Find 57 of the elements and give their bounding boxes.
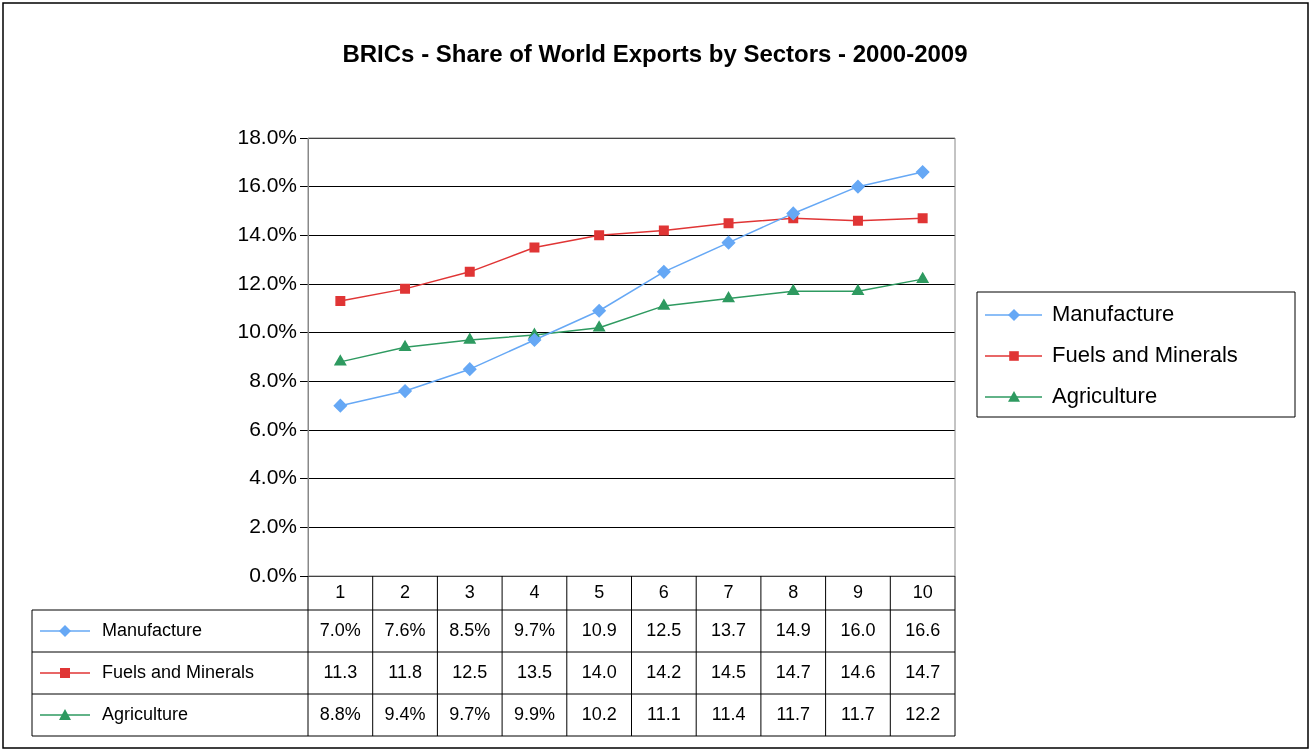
data-label: 8.8% (319, 703, 361, 724)
x-tick-label: 2 (400, 581, 411, 602)
data-label: 9.9% (513, 703, 555, 724)
data-label: 8.5% (449, 619, 491, 640)
data-label: 14.0 (581, 661, 617, 682)
data-label: 14.6 (840, 661, 876, 682)
data-label: 7.0% (319, 619, 361, 640)
y-tick-label: 14.0% (237, 222, 297, 246)
text: Manufacture (102, 619, 203, 640)
data-label: 12.5 (646, 619, 682, 640)
x-tick-label: 5 (594, 581, 605, 602)
y-tick-label: 2.0% (249, 514, 297, 538)
data-label: 11.3 (323, 661, 358, 682)
data-label: 7.6% (384, 619, 426, 640)
legend-label: Fuels and Minerals (1052, 342, 1238, 368)
data-label: 14.9 (775, 619, 811, 640)
data-label: 16.6 (905, 619, 941, 640)
data-label: 16.0 (840, 619, 876, 640)
data-label: 14.7 (905, 661, 941, 682)
legend-label: Agriculture (1052, 383, 1158, 409)
data-label: 11.7 (776, 703, 811, 724)
x-tick-label: 6 (658, 581, 669, 602)
x-tick-label: 7 (723, 581, 734, 602)
x-tick-label: 9 (852, 581, 863, 602)
x-tick-label: 1 (335, 581, 346, 602)
legend-label: Manufacture (1052, 301, 1175, 327)
data-label: 11.1 (647, 703, 681, 724)
chart-title: BRICs - Share of World Exports by Sectors - 2000-2009 (342, 39, 968, 67)
y-tick-label: 6.0% (249, 416, 297, 440)
data-label: 11.7 (841, 703, 875, 724)
data-label: 11.4 (711, 703, 746, 724)
text: Agriculture (102, 703, 189, 724)
data-label: 10.2 (581, 703, 617, 724)
data-label: 14.5 (711, 661, 747, 682)
text: Fuels and Minerals (102, 661, 255, 682)
y-tick-label: 16.0% (237, 173, 297, 197)
y-tick-label: 18.0% (237, 124, 297, 148)
data-label: 13.5 (516, 661, 552, 682)
data-label: 14.2 (646, 661, 682, 682)
y-tick-label: 10.0% (237, 319, 297, 343)
x-tick-label: 10 (912, 581, 933, 602)
y-tick-label: 0.0% (249, 562, 297, 586)
data-label: 10.9 (581, 619, 617, 640)
data-label: 9.7% (449, 703, 491, 724)
data-label: 11.8 (388, 661, 422, 682)
y-tick-label: 4.0% (249, 465, 297, 489)
x-tick-label: 8 (788, 581, 799, 602)
data-label: 12.2 (905, 703, 941, 724)
x-tick-label: 4 (529, 581, 540, 602)
data-label: 9.4% (384, 703, 426, 724)
data-label: 9.7% (513, 619, 555, 640)
data-label: 14.7 (775, 661, 811, 682)
x-tick-label: 3 (464, 581, 475, 602)
y-tick-label: 8.0% (249, 368, 297, 392)
y-tick-label: 12.0% (237, 270, 297, 294)
data-label: 12.5 (452, 661, 488, 682)
data-label: 13.7 (711, 619, 747, 640)
